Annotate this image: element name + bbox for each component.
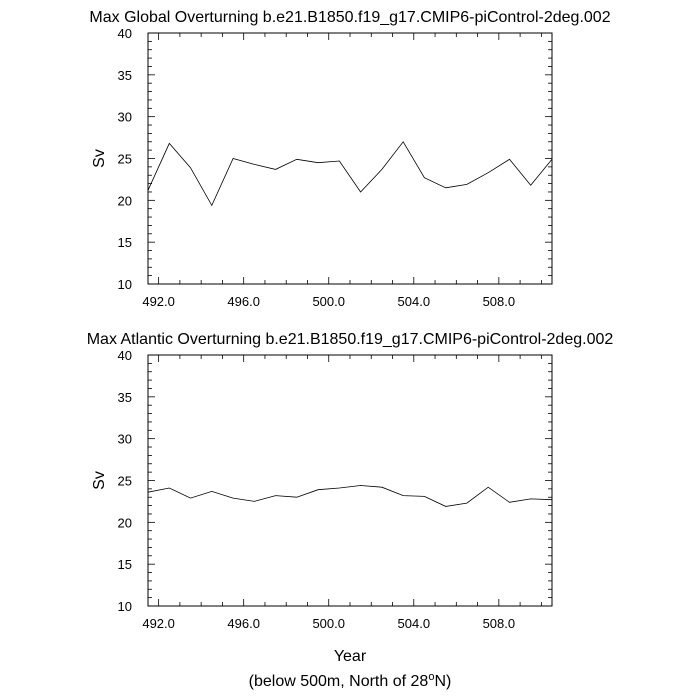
x-tick-label: 504.0 [398, 294, 431, 309]
y-tick-label: 20 [118, 515, 132, 530]
x-tick-label: 504.0 [398, 616, 431, 631]
plot-frame [147, 32, 553, 285]
y-tick-label: 15 [118, 235, 132, 250]
y-tick-label: 35 [118, 390, 132, 405]
footnote-suffix: N) [434, 673, 451, 690]
footnote-prefix: (below 500m, North of 28 [249, 673, 429, 690]
footnote: (below 500m, North of 28oN) [249, 671, 452, 690]
x-tick-label: 496.0 [227, 616, 260, 631]
y-tick-label: 20 [118, 193, 132, 208]
x-tick-label: 500.0 [312, 294, 345, 309]
y-axis-label: Sv [91, 149, 108, 168]
y-tick-label: 10 [118, 277, 132, 292]
x-axis-label: Year [334, 648, 367, 665]
y-tick-label: 25 [118, 152, 132, 167]
global-overturning-panel: Max Global Overturning b.e21.B1850.f19_g… [89, 9, 610, 309]
x-tick-label: 492.0 [142, 294, 175, 309]
x-tick-label: 500.0 [312, 616, 345, 631]
y-tick-label: 40 [118, 348, 132, 363]
x-tick-label: 492.0 [142, 616, 175, 631]
y-tick-label: 40 [118, 26, 132, 41]
chart-title: Max Global Overturning b.e21.B1850.f19_g… [89, 9, 610, 26]
y-tick-label: 10 [118, 599, 132, 614]
footnote-degree: o [428, 671, 434, 683]
x-tick-label: 496.0 [227, 294, 260, 309]
chart-title: Max Atlantic Overturning b.e21.B1850.f19… [87, 331, 614, 348]
plot-frame [147, 354, 553, 607]
x-tick-label: 508.0 [483, 616, 516, 631]
y-tick-label: 35 [118, 68, 132, 83]
atlantic-overturning-panel: Max Atlantic Overturning b.e21.B1850.f19… [87, 331, 614, 631]
series-line [147, 141, 553, 207]
y-axis-label: Sv [91, 471, 108, 490]
x-tick-label: 508.0 [483, 294, 516, 309]
y-tick-label: 30 [118, 432, 132, 447]
y-tick-label: 30 [118, 110, 132, 125]
y-tick-label: 25 [118, 474, 132, 489]
series-line [147, 485, 553, 507]
y-tick-label: 15 [118, 557, 132, 572]
